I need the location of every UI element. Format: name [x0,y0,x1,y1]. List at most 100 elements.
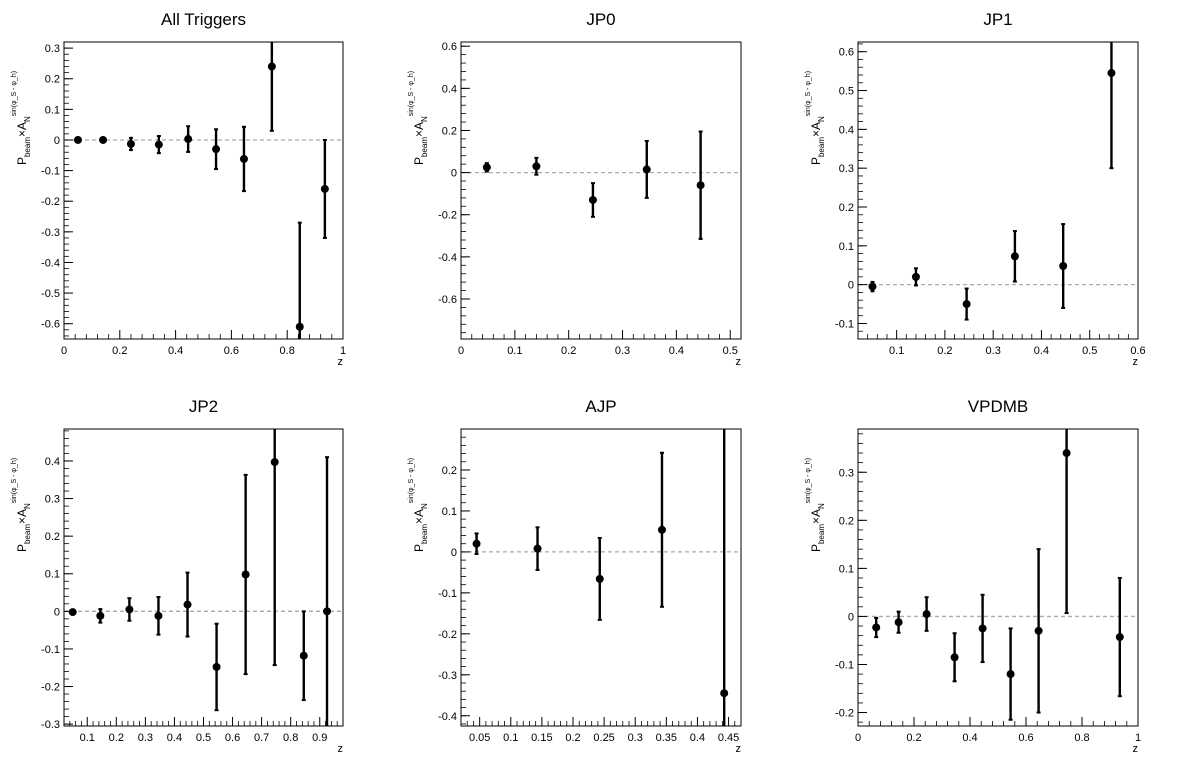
y-tick-label: 0.3 [839,163,854,175]
data-point [154,611,163,620]
data-point [212,662,221,671]
y-label-sub: beam [817,137,826,157]
y-tick-label: 0.2 [45,531,60,543]
y-label-sub: beam [420,137,429,157]
chart-title: All Triggers [161,10,246,29]
y-tick-label: -0.5 [41,288,60,300]
y-label-sub: beam [23,137,32,157]
chart-title: JP1 [983,10,1012,29]
x-tick-label: 0.5 [1082,345,1097,357]
x-tick-label: 0.2 [906,732,921,744]
x-tick-label: 0.6 [225,732,240,744]
x-tick-label: 0.1 [889,345,904,357]
x-tick-label: 0.7 [254,732,269,744]
y-label-main: P [412,157,426,165]
x-tick-label: 0.4 [167,732,182,744]
x-axis-label: z [338,743,344,755]
x-tick-label: 0.4 [962,732,977,744]
y-label-sup: sin(φ_S - φ_h) [805,71,812,116]
data-point [1006,670,1015,679]
svg-text:Pbeam×ANsin(φ_S - φ_h): Pbeam×ANsin(φ_S - φ_h) [408,458,429,552]
y-label-sub2: N [420,116,429,122]
y-tick-label: 0.4 [839,124,854,136]
y-tick-label: -0.3 [41,719,60,731]
y-label-main: P [412,544,426,552]
y-label-sub2: N [817,116,826,122]
data-point [1115,633,1124,642]
x-tick-label: 0.2 [565,732,580,744]
x-tick-label: 0.8 [283,732,298,744]
x-tick-label: 0.4 [669,345,684,357]
y-tick-label: -0.2 [438,210,457,222]
chart-title: VPDMB [968,397,1028,416]
data-point [212,145,221,154]
x-tick-label: 0.3 [138,732,153,744]
y-label-sup: sin(φ_S - φ_h) [408,71,415,116]
y-axis-label: Pbeam×ANsin(φ_S - φ_h) [408,71,429,165]
data-point [482,163,491,172]
plot-frame [857,41,1139,340]
y-tick-label: 0.1 [45,104,60,116]
y-tick-label: 0.2 [839,515,854,527]
data-point [125,605,134,614]
svg-text:Pbeam×ANsin(φ_S - φ_h): Pbeam×ANsin(φ_S - φ_h) [805,71,826,165]
y-tick-label: 0.2 [442,465,457,477]
x-tick-label: 0.25 [593,732,614,744]
data-point [323,607,332,616]
x-tick-label: 0.35 [656,732,677,744]
x-tick-label: 0.2 [112,345,127,357]
y-axis-label: Pbeam×ANsin(φ_S - φ_h) [805,71,826,165]
plot-frame [460,41,742,340]
y-axis-label: Pbeam×ANsin(φ_S - φ_h) [11,458,32,552]
x-axis-label: z [1133,743,1139,755]
plot-frame [63,428,344,727]
x-tick-label: 0.3 [986,345,1001,357]
x-axis-label: z [338,356,344,368]
y-tick-label: 0.3 [45,494,60,506]
x-tick-label: 0.2 [109,732,124,744]
x-tick-label: 0.9 [312,732,327,744]
data-point [696,181,705,190]
chart-panel-1: All Triggers 0 0.2 0.4 0.6 0.8 1z 0.3 0.2 0.1 0 -0.… [11,10,346,368]
data-point [532,162,541,171]
x-tick-label: 0.5 [196,732,211,744]
x-tick-label: 0.4 [690,732,705,744]
x-tick-label: 0.8 [280,345,295,357]
data-point [299,651,308,660]
y-tick-label: -0.3 [41,227,60,239]
chart-panel-5: AJP 0.05 0.1 0.15 0.2 0.25 0.3 0.35 0.4 0.45z 0.2 0… [408,397,742,755]
y-label-main: P [809,157,823,165]
y-tick-label: 0.3 [45,43,60,55]
x-tick-label: 0.1 [80,732,95,744]
chart-title: JP0 [586,10,615,29]
y-label-sub2: N [420,503,429,509]
y-tick-label: -0.2 [41,196,60,208]
x-axis-label: z [736,356,742,368]
y-tick-label: 0 [451,168,457,180]
y-tick-label: 0.1 [442,506,457,518]
y-tick-label: -0.1 [835,318,854,330]
y-tick-label: 0.6 [442,41,457,53]
svg-text:Pbeam×ANsin(φ_S - φ_h): Pbeam×ANsin(φ_S - φ_h) [805,458,826,552]
data-point [962,300,971,309]
y-label-sub2: N [23,116,32,122]
x-tick-label: 0.45 [718,732,739,744]
y-tick-label: -0.1 [835,659,854,671]
x-tick-label: 0.6 [1130,345,1145,357]
data-point [320,184,329,193]
plot-frame [63,41,344,340]
x-tick-label: 0.1 [503,732,518,744]
y-tick-label: 0.3 [839,467,854,479]
y-tick-label: 0.4 [442,83,457,95]
data-point [1059,262,1068,271]
data-point [126,139,135,148]
y-label-sub2: N [817,503,826,509]
x-tick-label: 0.6 [1018,732,1033,744]
chart-title: JP2 [189,397,218,416]
y-label-sup: sin(φ_S - φ_h) [11,71,18,116]
data-point [533,544,542,553]
data-point [295,322,304,331]
data-point [922,610,931,619]
